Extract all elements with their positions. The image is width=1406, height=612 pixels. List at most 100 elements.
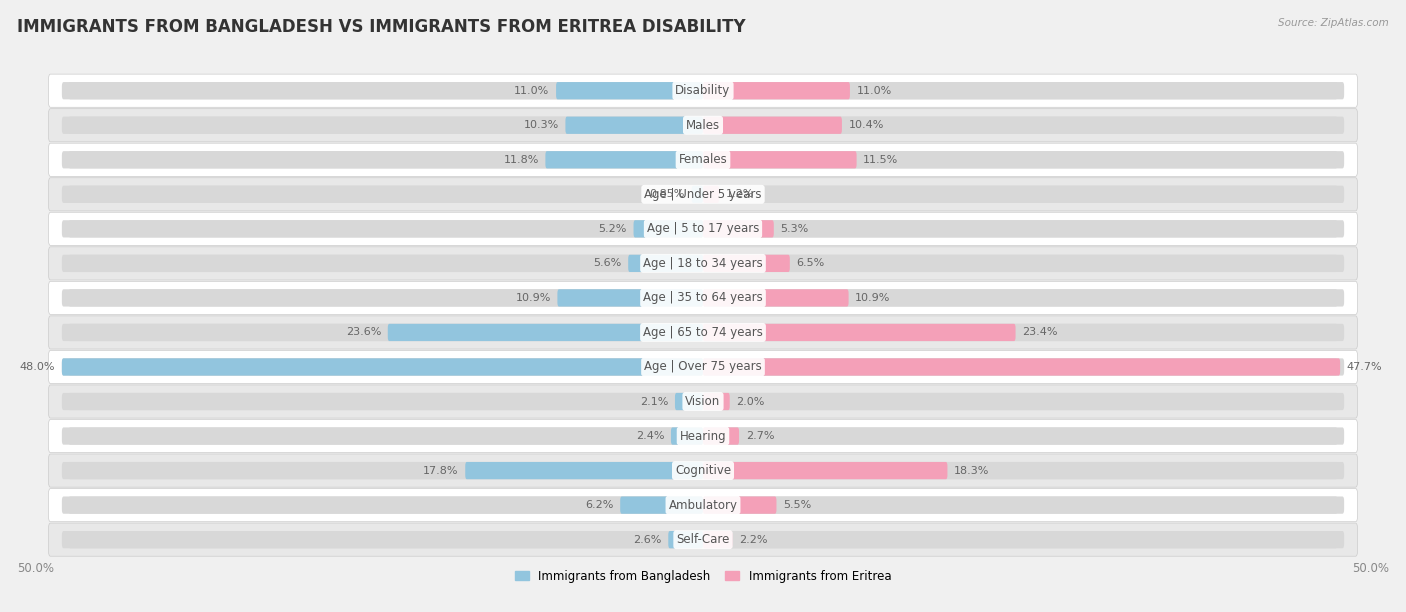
Text: Ambulatory: Ambulatory [668,499,738,512]
FancyBboxPatch shape [703,185,1344,203]
Text: Age | 5 to 17 years: Age | 5 to 17 years [647,222,759,236]
FancyBboxPatch shape [69,220,703,237]
FancyBboxPatch shape [62,151,703,168]
Text: 11.8%: 11.8% [503,155,538,165]
Text: Age | 65 to 74 years: Age | 65 to 74 years [643,326,763,339]
FancyBboxPatch shape [703,393,730,410]
FancyBboxPatch shape [703,289,849,307]
FancyBboxPatch shape [692,185,703,203]
FancyBboxPatch shape [703,151,1337,168]
Text: Age | 18 to 34 years: Age | 18 to 34 years [643,257,763,270]
FancyBboxPatch shape [62,220,703,237]
Text: 11.0%: 11.0% [515,86,550,95]
FancyBboxPatch shape [703,531,733,548]
FancyBboxPatch shape [62,531,703,548]
FancyBboxPatch shape [703,151,1344,168]
FancyBboxPatch shape [703,393,1337,410]
FancyBboxPatch shape [48,247,1358,280]
FancyBboxPatch shape [69,393,703,410]
FancyBboxPatch shape [48,385,1358,418]
Text: 47.7%: 47.7% [1347,362,1382,372]
Text: Age | Over 75 years: Age | Over 75 years [644,360,762,373]
FancyBboxPatch shape [703,220,1344,237]
FancyBboxPatch shape [703,82,1337,99]
Text: 6.5%: 6.5% [796,258,825,269]
FancyBboxPatch shape [48,419,1358,453]
FancyBboxPatch shape [546,151,703,168]
FancyBboxPatch shape [69,185,703,203]
FancyBboxPatch shape [628,255,703,272]
FancyBboxPatch shape [48,212,1358,245]
FancyBboxPatch shape [675,393,703,410]
Text: 10.3%: 10.3% [523,120,558,130]
Text: 6.2%: 6.2% [585,500,613,510]
FancyBboxPatch shape [69,117,703,134]
FancyBboxPatch shape [703,255,790,272]
FancyBboxPatch shape [62,496,703,513]
FancyBboxPatch shape [703,117,842,134]
FancyBboxPatch shape [62,255,703,272]
Legend: Immigrants from Bangladesh, Immigrants from Eritrea: Immigrants from Bangladesh, Immigrants f… [510,565,896,588]
FancyBboxPatch shape [703,324,1344,341]
Text: 2.1%: 2.1% [640,397,668,406]
FancyBboxPatch shape [703,255,1344,272]
FancyBboxPatch shape [703,359,1337,376]
FancyBboxPatch shape [48,523,1358,556]
FancyBboxPatch shape [703,220,1337,237]
FancyBboxPatch shape [703,255,1337,272]
FancyBboxPatch shape [48,488,1358,521]
FancyBboxPatch shape [703,427,740,445]
FancyBboxPatch shape [703,151,856,168]
Text: Age | 35 to 64 years: Age | 35 to 64 years [643,291,763,304]
FancyBboxPatch shape [62,82,703,99]
FancyBboxPatch shape [565,117,703,134]
Text: Self-Care: Self-Care [676,533,730,546]
FancyBboxPatch shape [703,359,1340,376]
FancyBboxPatch shape [703,496,776,513]
FancyBboxPatch shape [48,316,1358,349]
Text: Cognitive: Cognitive [675,464,731,477]
Text: 10.4%: 10.4% [849,120,884,130]
FancyBboxPatch shape [465,462,703,479]
Text: 11.0%: 11.0% [856,86,891,95]
FancyBboxPatch shape [62,462,703,479]
FancyBboxPatch shape [62,289,703,307]
Text: Age | Under 5 years: Age | Under 5 years [644,188,762,201]
Text: 11.5%: 11.5% [863,155,898,165]
FancyBboxPatch shape [62,359,703,376]
FancyBboxPatch shape [69,531,703,548]
Text: 2.6%: 2.6% [633,535,662,545]
Text: 2.0%: 2.0% [737,397,765,406]
FancyBboxPatch shape [703,117,1344,134]
FancyBboxPatch shape [69,496,703,513]
FancyBboxPatch shape [668,531,703,548]
FancyBboxPatch shape [703,531,1344,548]
FancyBboxPatch shape [48,351,1358,384]
FancyBboxPatch shape [557,289,703,307]
Text: 10.9%: 10.9% [516,293,551,303]
FancyBboxPatch shape [62,393,703,410]
Text: 23.6%: 23.6% [346,327,381,337]
Text: Males: Males [686,119,720,132]
FancyBboxPatch shape [703,220,773,237]
FancyBboxPatch shape [48,177,1358,211]
FancyBboxPatch shape [703,324,1015,341]
FancyBboxPatch shape [703,496,1344,513]
FancyBboxPatch shape [620,496,703,513]
FancyBboxPatch shape [634,220,703,237]
FancyBboxPatch shape [69,82,703,99]
FancyBboxPatch shape [703,462,1337,479]
FancyBboxPatch shape [703,289,1337,307]
FancyBboxPatch shape [703,117,1337,134]
Text: Vision: Vision [685,395,721,408]
Text: Disability: Disability [675,84,731,97]
FancyBboxPatch shape [703,427,1337,445]
Text: Source: ZipAtlas.com: Source: ZipAtlas.com [1278,18,1389,28]
Text: IMMIGRANTS FROM BANGLADESH VS IMMIGRANTS FROM ERITREA DISABILITY: IMMIGRANTS FROM BANGLADESH VS IMMIGRANTS… [17,18,745,36]
Text: 0.85%: 0.85% [650,189,685,200]
Text: 5.6%: 5.6% [593,258,621,269]
Text: 5.5%: 5.5% [783,500,811,510]
Text: Hearing: Hearing [679,430,727,442]
FancyBboxPatch shape [703,531,1337,548]
FancyBboxPatch shape [703,359,1344,376]
